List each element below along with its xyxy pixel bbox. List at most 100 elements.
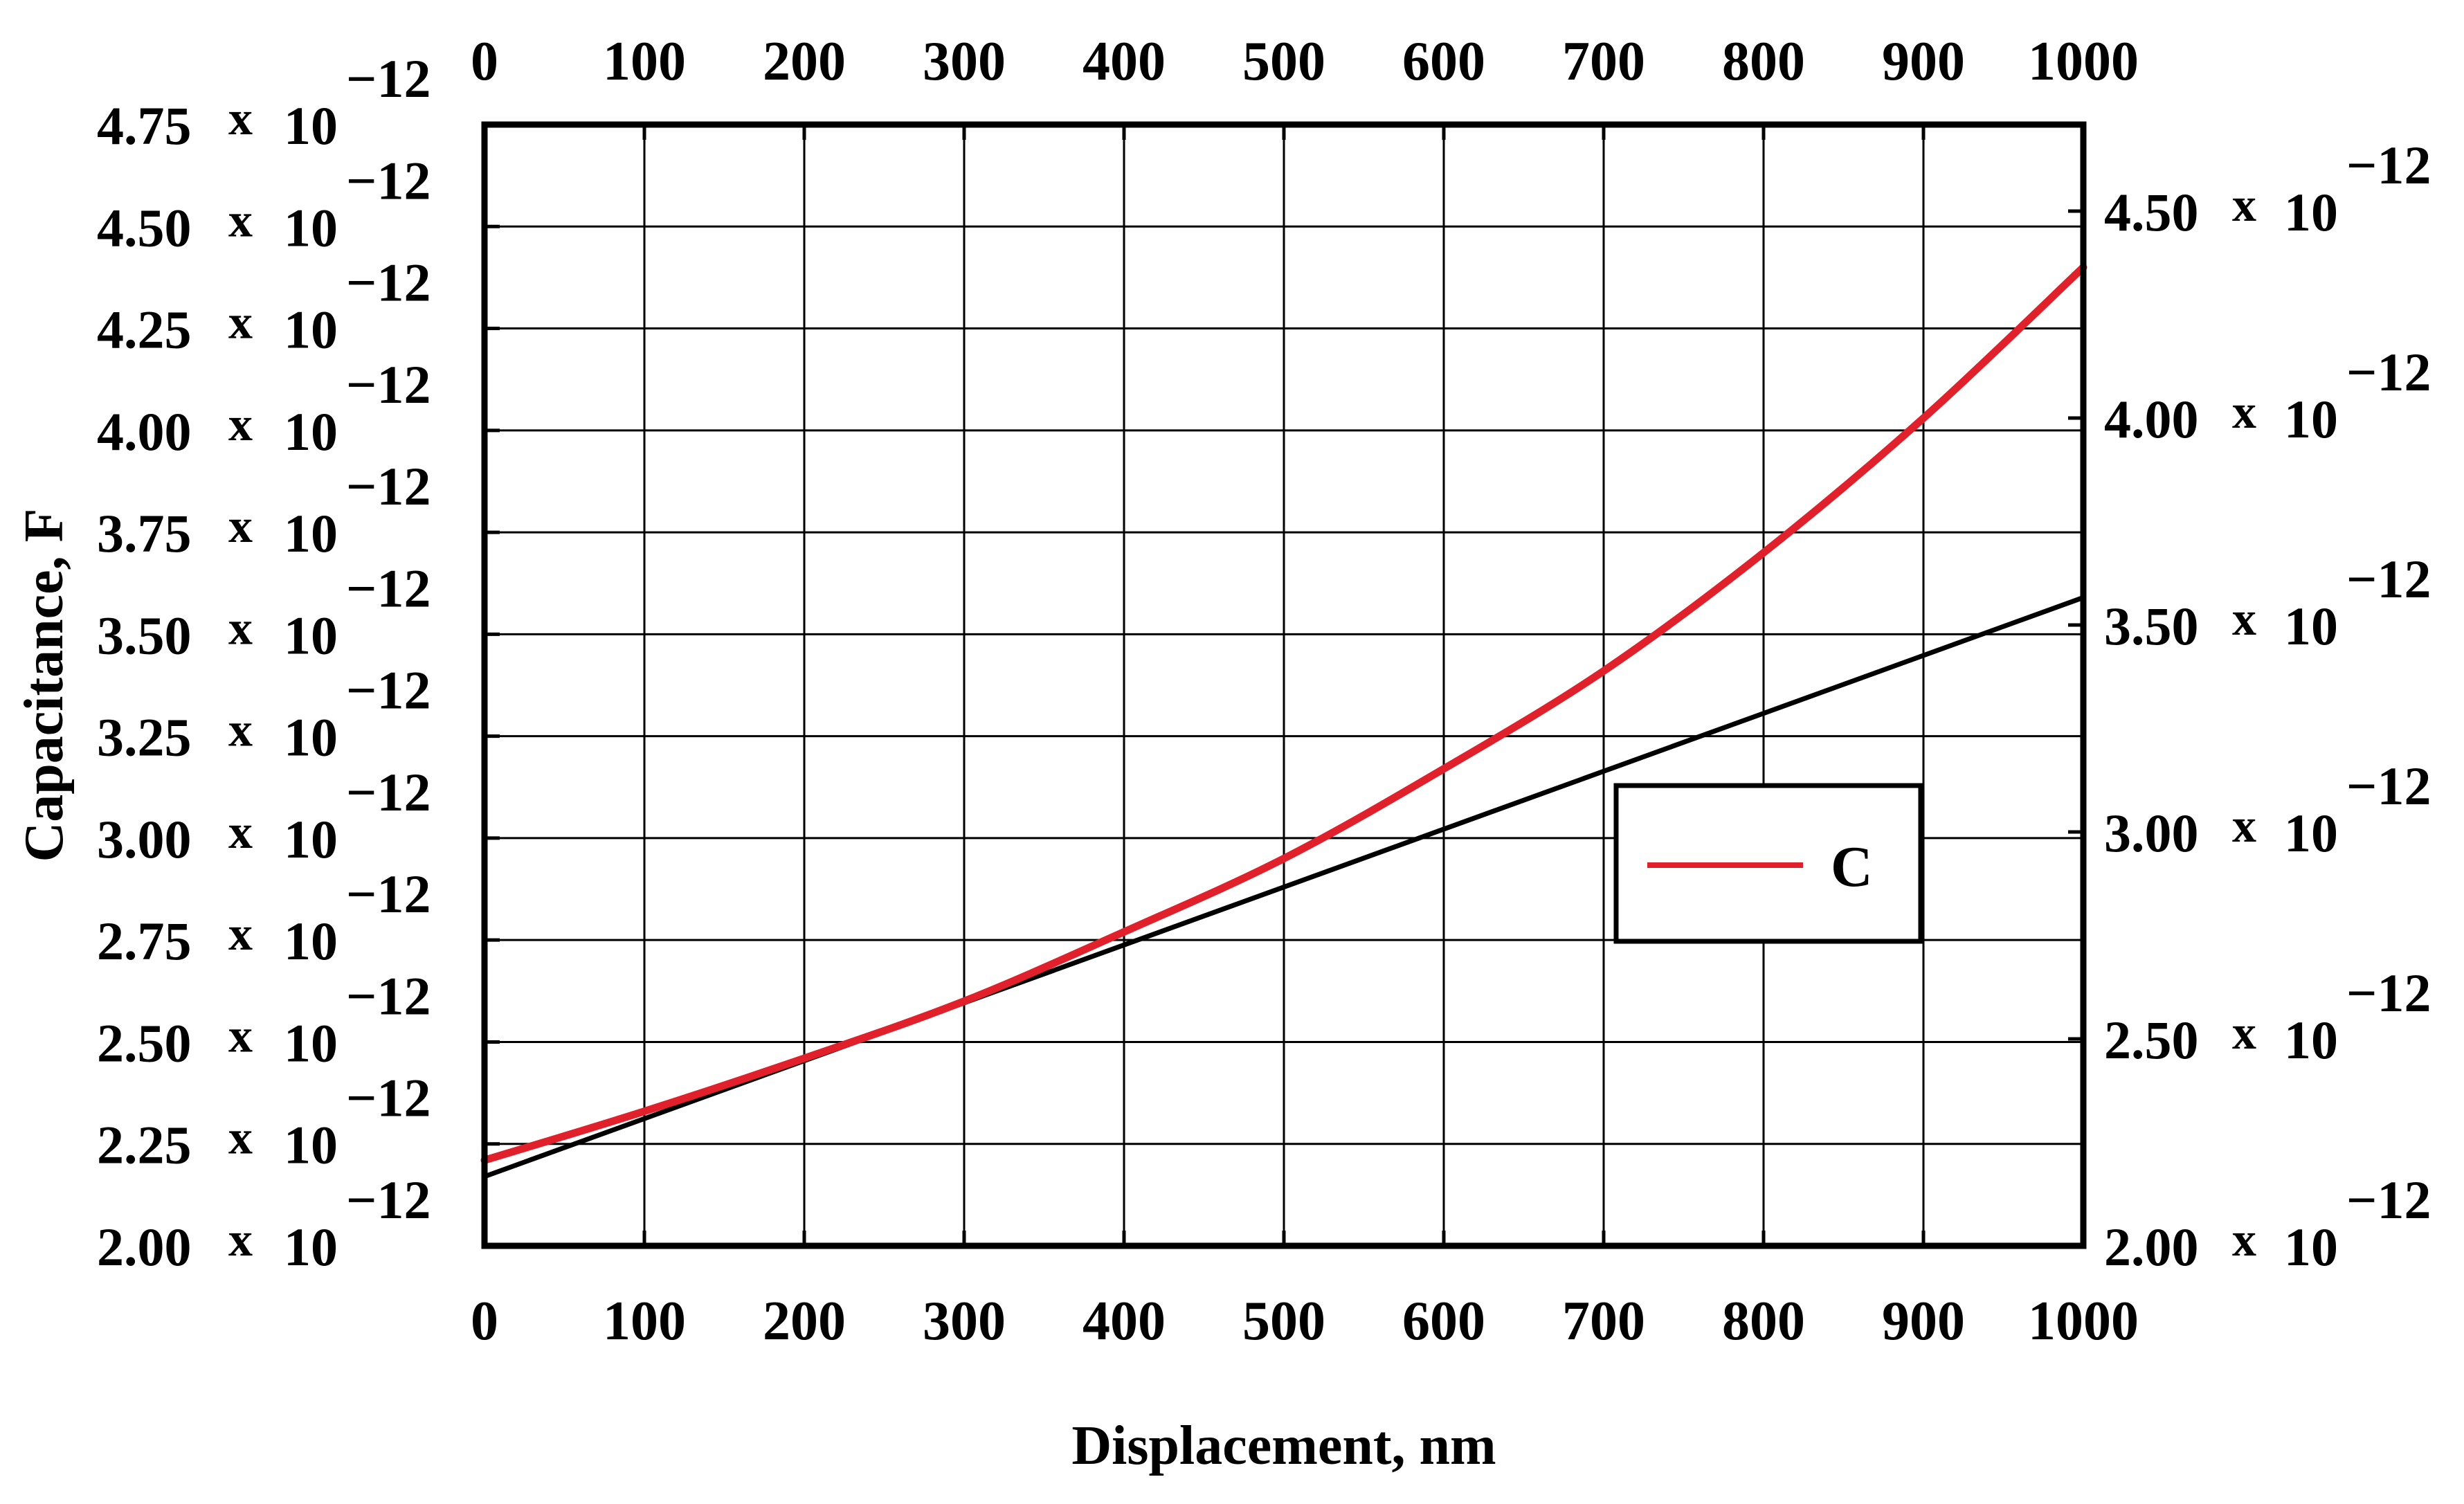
y-tick-exponent: −12 xyxy=(346,150,431,210)
y-tick-exponent: −12 xyxy=(346,864,431,924)
y-tick-base: 10 xyxy=(284,401,338,462)
y-tick-mantissa: 3.00 xyxy=(2104,803,2199,863)
y-tick-exponent: −12 xyxy=(346,966,431,1026)
y-tick-mantissa: 2.00 xyxy=(2104,1217,2199,1277)
y-tick-times: x xyxy=(2232,1213,2256,1267)
y-axis-left-tick-labels: 2.00 x 10−122.25 x 10−122.50 x 10−122.75 x 10−12… xyxy=(97,48,431,1277)
y-tick-label-left: 3.75 x 10−12 xyxy=(97,456,431,563)
y-tick-times: x xyxy=(2232,179,2256,232)
legend: C xyxy=(1613,783,1923,944)
y-tick-base: 10 xyxy=(284,605,338,665)
y-tick-times: x xyxy=(2232,799,2256,853)
x-tick-label-top: 500 xyxy=(1242,31,1325,92)
y-tick-times: x xyxy=(2232,592,2256,646)
y-tick-exponent: −12 xyxy=(346,48,431,109)
y-tick-base: 10 xyxy=(2284,803,2338,863)
y-tick-base: 10 xyxy=(284,1115,338,1175)
y-tick-times: x xyxy=(2232,386,2256,439)
x-tick-label-bottom: 0 xyxy=(471,1291,498,1352)
series-layer xyxy=(480,263,2087,1179)
y-tick-times: x xyxy=(228,704,253,757)
y-tick-label-left: 2.25 x 10−12 xyxy=(97,1068,431,1175)
y-tick-base: 10 xyxy=(2284,596,2338,656)
y-tick-label-right: 4.50 x 10−12 xyxy=(2104,135,2431,242)
y-tick-times: x xyxy=(228,398,253,451)
y-tick-times: x xyxy=(228,1009,253,1062)
legend-label: C xyxy=(1831,835,1873,899)
x-tick-label-bottom: 200 xyxy=(763,1291,846,1352)
y-tick-times: x xyxy=(228,601,253,655)
axis-ticks xyxy=(482,123,2085,1248)
y-tick-label-left: 3.25 x 10−12 xyxy=(97,660,431,768)
y-tick-times: x xyxy=(228,806,253,859)
x-tick-label-bottom: 100 xyxy=(603,1291,686,1352)
y-tick-label-left: 3.00 x 10−12 xyxy=(97,762,431,869)
y-tick-mantissa: 2.50 xyxy=(2104,1010,2199,1070)
y-tick-times: x xyxy=(228,194,253,247)
y-tick-mantissa: 3.50 xyxy=(97,605,192,665)
y-tick-label-right: 4.00 x 10−12 xyxy=(2104,342,2431,449)
y-tick-exponent: −12 xyxy=(346,1170,431,1230)
y-tick-mantissa: 3.25 xyxy=(97,707,192,768)
y-tick-mantissa: 2.50 xyxy=(97,1013,192,1073)
y-tick-base: 10 xyxy=(284,1217,338,1277)
x-tick-label-bottom: 300 xyxy=(923,1291,1006,1352)
y-tick-base: 10 xyxy=(2284,389,2338,449)
x-tick-label-bottom: 1000 xyxy=(2028,1291,2139,1352)
series-c-line xyxy=(480,263,2087,1164)
x-tick-label-top: 200 xyxy=(763,31,846,92)
x-tick-label-top: 100 xyxy=(603,31,686,92)
y-tick-mantissa: 4.00 xyxy=(97,401,192,462)
y-tick-times: x xyxy=(228,1213,253,1267)
x-tick-label-top: 1000 xyxy=(2028,31,2139,92)
x-tick-label-top: 300 xyxy=(923,31,1006,92)
y-tick-mantissa: 4.75 xyxy=(97,96,192,156)
y-tick-base: 10 xyxy=(284,911,338,971)
y-tick-label-right: 2.00 x 10−12 xyxy=(2104,1170,2431,1277)
y-tick-mantissa: 2.00 xyxy=(97,1217,192,1277)
y-tick-base: 10 xyxy=(2284,1010,2338,1070)
y-tick-times: x xyxy=(228,1112,253,1165)
y-tick-base: 10 xyxy=(284,1013,338,1073)
x-axis-bottom-tick-labels: 0 100 200 300 400 500 600 700 800 900 1000 xyxy=(471,1291,2139,1352)
y-tick-exponent: −12 xyxy=(346,1068,431,1128)
y-axis-right-tick-labels: 2.00 x 10−122.50 x 10−123.00 x 10−123.50 x 10−12… xyxy=(2104,135,2431,1277)
y-tick-base: 10 xyxy=(284,503,338,563)
y-tick-label-left: 3.50 x 10−12 xyxy=(97,558,431,665)
y-tick-times: x xyxy=(228,296,253,350)
y-tick-label-right: 2.50 x 10−12 xyxy=(2104,963,2431,1070)
x-tick-label-top: 0 xyxy=(471,31,498,92)
y-tick-label-left: 2.75 x 10−12 xyxy=(97,864,431,971)
y-tick-mantissa: 3.50 xyxy=(2104,596,2199,656)
y-tick-exponent: −12 xyxy=(2346,549,2431,609)
y-tick-exponent: −12 xyxy=(2346,756,2431,816)
y-tick-base: 10 xyxy=(284,300,338,360)
x-tick-label-bottom: 900 xyxy=(1882,1291,1965,1352)
y-tick-base: 10 xyxy=(2284,1217,2338,1277)
y-tick-base: 10 xyxy=(2284,182,2338,242)
y-tick-mantissa: 2.25 xyxy=(97,1115,192,1175)
y-tick-exponent: −12 xyxy=(346,558,431,618)
y-tick-exponent: −12 xyxy=(346,762,431,822)
y-tick-mantissa: 3.00 xyxy=(97,809,192,869)
y-tick-label-left: 4.50 x 10−12 xyxy=(97,150,431,257)
y-tick-base: 10 xyxy=(284,197,338,257)
y-tick-mantissa: 3.75 xyxy=(97,503,192,563)
x-tick-label-top: 700 xyxy=(1562,31,1645,92)
x-tick-label-bottom: 600 xyxy=(1402,1291,1485,1352)
x-axis-title: Displacement, nm xyxy=(1071,1415,1496,1476)
x-tick-label-top: 900 xyxy=(1882,31,1965,92)
x-tick-label-bottom: 800 xyxy=(1722,1291,1805,1352)
y-tick-base: 10 xyxy=(284,96,338,156)
y-tick-times: x xyxy=(228,92,253,145)
x-tick-label-top: 400 xyxy=(1082,31,1166,92)
y-tick-times: x xyxy=(228,500,253,553)
x-tick-label-top: 600 xyxy=(1402,31,1485,92)
y-tick-mantissa: 4.00 xyxy=(2104,389,2199,449)
y-tick-mantissa: 4.50 xyxy=(2104,182,2199,242)
y-tick-label-right: 3.50 x 10−12 xyxy=(2104,549,2431,656)
y-tick-exponent: −12 xyxy=(2346,1170,2431,1230)
y-tick-times: x xyxy=(228,907,253,961)
y-tick-label-right: 3.00 x 10−12 xyxy=(2104,756,2431,863)
y-tick-label-left: 2.50 x 10−12 xyxy=(97,966,431,1073)
